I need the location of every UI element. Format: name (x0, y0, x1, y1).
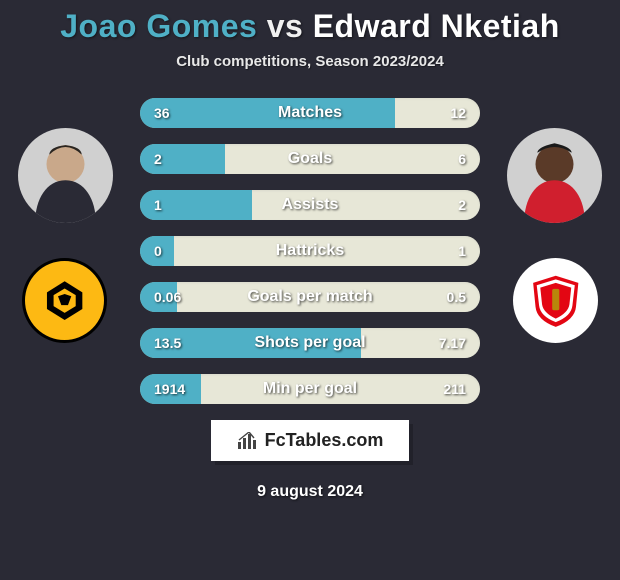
stat-label: Goals per match (140, 282, 480, 312)
person-icon (507, 128, 602, 223)
stat-value-right: 7.17 (439, 328, 466, 358)
page-title: Joao Gomes vs Edward Nketiah (0, 8, 620, 45)
stat-value-right: 211 (443, 374, 466, 404)
header: Joao Gomes vs Edward Nketiah Club compet… (0, 0, 620, 70)
player1-avatar (18, 128, 113, 223)
stat-value-left: 2 (154, 144, 162, 174)
person-icon (18, 128, 113, 223)
stat-value-left: 0.06 (154, 282, 181, 312)
stat-row: Matches36 12 (140, 98, 480, 128)
brand-text: FcTables.com (265, 430, 384, 450)
stat-row: Shots per goal13.5 7.17 (140, 328, 480, 358)
stat-value-right: 2 (458, 190, 466, 220)
footer: FcTables.com 9 august 2024 (0, 420, 620, 501)
stat-value-right: 12 (450, 98, 466, 128)
stat-rows: Matches3612Goals26Assists12Hattricks01Go… (140, 98, 480, 404)
player2-club-badge (513, 258, 598, 343)
stat-row: Min per goal1914 211 (140, 374, 480, 404)
title-vs: vs (267, 8, 304, 44)
chart-icon (237, 432, 259, 450)
title-player2: Edward Nketiah (313, 8, 560, 44)
title-player1: Joao Gomes (60, 8, 257, 44)
stat-value-left: 36 (154, 98, 170, 128)
stat-value-left: 13.5 (154, 328, 181, 358)
player2-avatar (507, 128, 602, 223)
stat-label: Assists (140, 190, 480, 220)
stat-value-left: 0 (154, 236, 162, 266)
stat-row: Hattricks0 1 (140, 236, 480, 266)
wolves-icon (37, 273, 92, 328)
brand-badge: FcTables.com (211, 420, 410, 461)
stat-row: Assists1 2 (140, 190, 480, 220)
stat-value-left: 1 (154, 190, 162, 220)
arsenal-icon (526, 271, 586, 331)
stat-row: Goals2 6 (140, 144, 480, 174)
date-text: 9 august 2024 (0, 483, 620, 501)
stat-value-left: 1914 (154, 374, 185, 404)
stat-value-right: 0.5 (447, 282, 466, 312)
stat-value-right: 6 (458, 144, 466, 174)
stat-label: Goals (140, 144, 480, 174)
stat-row: Goals per match0.06 0.5 (140, 282, 480, 312)
subtitle: Club competitions, Season 2023/2024 (0, 53, 620, 70)
player1-club-badge (22, 258, 107, 343)
comparison-panel: Matches3612Goals26Assists12Hattricks01Go… (0, 98, 620, 404)
stat-label: Min per goal (140, 374, 480, 404)
stat-label: Shots per goal (140, 328, 480, 358)
stat-label: Matches (140, 98, 480, 128)
stat-label: Hattricks (140, 236, 480, 266)
stat-value-right: 1 (458, 236, 466, 266)
